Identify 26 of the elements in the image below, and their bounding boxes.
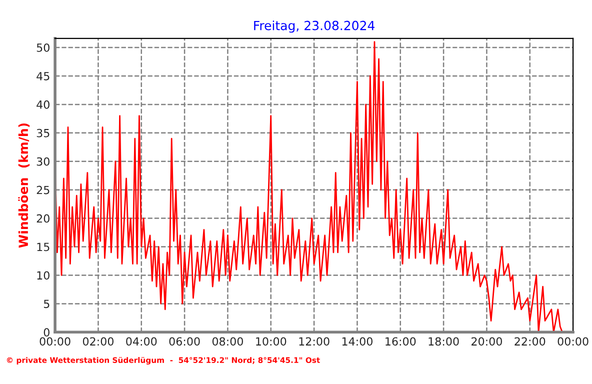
x-tick-label: 06:00: [169, 337, 200, 346]
y-tick-label: 30: [36, 157, 50, 166]
x-tick-label: 10:00: [256, 337, 286, 346]
y-tick-label: 45: [36, 72, 50, 80]
x-tick-label: 00:00: [558, 337, 588, 346]
y-tick-label: 25: [36, 186, 50, 194]
x-tick-label: 22:00: [514, 337, 546, 346]
x-tick-label: 02:00: [82, 337, 114, 346]
x-tick-label: 16:00: [386, 337, 416, 346]
y-tick-label: 5: [44, 300, 50, 308]
x-tick-label: 04:00: [126, 337, 157, 346]
y-tick-label: 15: [37, 242, 50, 252]
x-tick-label: 20:00: [472, 337, 502, 346]
x-tick-label: 18:00: [428, 337, 459, 346]
chart-title: Freitag, 23.08.2024: [254, 20, 375, 33]
y-tick-label: 10: [37, 271, 50, 280]
y-axis-title: Windböen (km/h): [18, 123, 30, 248]
x-tick-label: 14:00: [342, 337, 372, 346]
y-tick-label: 0: [44, 328, 50, 337]
y-tick-label: 35: [36, 128, 50, 138]
y-tick-label: 40: [36, 100, 50, 109]
y-tick-label: 50: [36, 43, 50, 52]
x-tick-label: 00:00: [40, 337, 70, 346]
x-tick-label: 12:00: [299, 337, 330, 346]
x-tick-label: 08:00: [212, 337, 243, 346]
y-tick-label: 20: [36, 214, 50, 223]
